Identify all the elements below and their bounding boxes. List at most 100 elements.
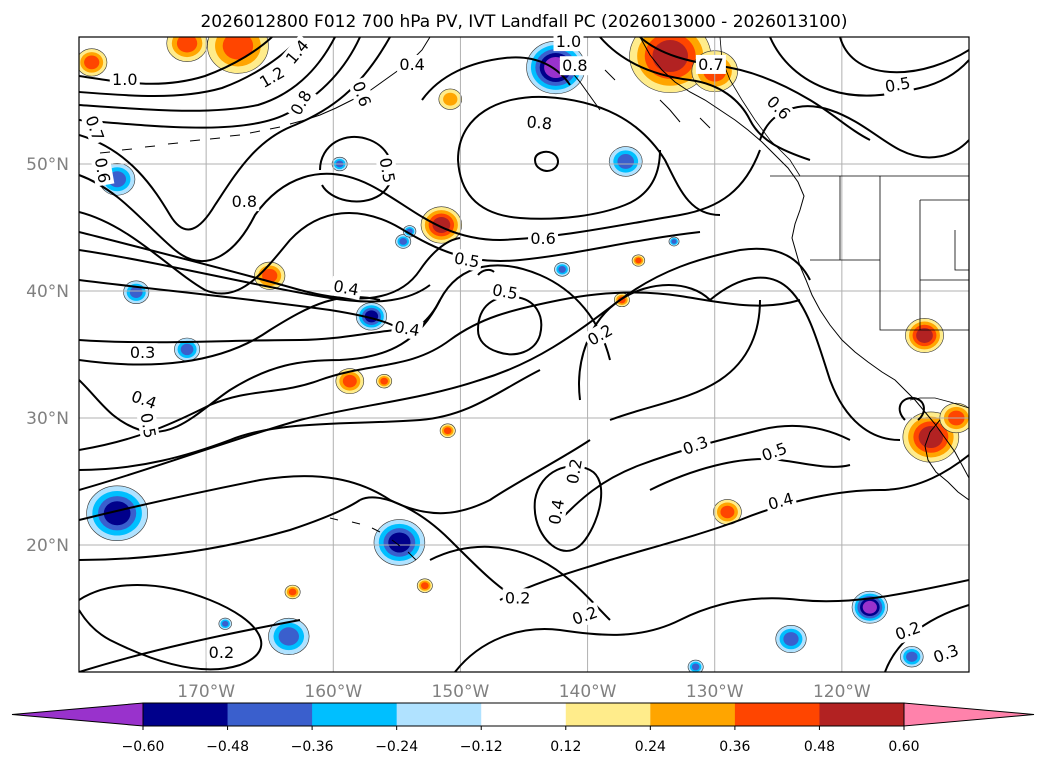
contour-line (578, 284, 711, 401)
latitude-tick-labels: 20°N 30°N 40°N 50°N (26, 155, 69, 556)
aleutian-islands (99, 119, 306, 154)
pv-anomaly-blob (775, 624, 807, 653)
anomaly-fill-level (180, 343, 194, 356)
contour-label-background (206, 642, 237, 662)
contour-label-background (502, 588, 533, 608)
contour-label-background (375, 153, 400, 187)
contour-label-text: 0.8 (232, 192, 257, 211)
contour-label-background (90, 153, 115, 187)
colorbar: −0.60 −0.48 −0.36 −0.24 −0.12 0.12 0.24 0.36 0.4… (11, 702, 1035, 755)
colorbar-segment (227, 703, 313, 726)
anomaly-fill-level (388, 532, 411, 553)
pv-anomaly-blob (254, 261, 286, 290)
anomaly-fill-level (916, 327, 933, 343)
contour-line (709, 276, 901, 441)
contour-label-background (678, 431, 713, 460)
contour-label-text: 0.2 (505, 588, 530, 607)
north-american-coastline (639, 37, 969, 479)
lat-tick-label: 40°N (26, 282, 69, 302)
contour-line (477, 268, 495, 276)
contour-label-background (881, 72, 915, 97)
pv-anomaly-blob (416, 578, 433, 593)
contour-line (609, 299, 761, 421)
contour-line (79, 291, 801, 451)
pv-anomaly-blob (900, 646, 924, 668)
alaska-panhandle-islands (559, 59, 711, 129)
contour-label-text: 0.5 (453, 248, 481, 271)
contour-label-background (285, 85, 317, 121)
contour-line (639, 37, 871, 141)
pv-anomaly-fill-layer (79, 37, 969, 672)
contour-line (421, 56, 571, 101)
contour-label-text: 1.0 (112, 70, 137, 89)
us-mexico-border (909, 397, 969, 409)
pv-anomaly-blob (373, 519, 426, 566)
lat-tick-label: 50°N (26, 155, 69, 175)
contour-line (457, 149, 661, 220)
contour-label-background (488, 279, 522, 304)
contour-label-text: 0.6 (91, 156, 114, 184)
anomaly-fill-level (278, 627, 299, 646)
contour-line (839, 37, 969, 74)
contour-line (429, 545, 611, 621)
pv-anomaly-blob (79, 48, 108, 77)
colorbar-tick-label: 0.60 (888, 739, 919, 755)
contour-line (359, 496, 521, 601)
pv-anomaly-blob (713, 499, 742, 525)
contour-label: 0.8 (523, 112, 556, 134)
contour-label-background (229, 192, 260, 212)
colorbar-extend-max (903, 702, 1035, 727)
contour-label: 0.2 (206, 642, 237, 662)
contour-line (79, 211, 701, 295)
contour-label-background (347, 76, 376, 112)
contour-label: 0.7 (695, 54, 726, 74)
pv-anomaly-blob (420, 206, 462, 244)
contour-label: 1.0 (109, 70, 140, 90)
anomaly-fill-level (380, 377, 388, 385)
contour-line (79, 329, 401, 344)
state-borders (810, 176, 969, 331)
contour-line (79, 295, 381, 366)
anomaly-fill-level (862, 600, 877, 614)
contour-label: 0.3 (127, 343, 158, 363)
lat-tick-label: 30°N (26, 409, 69, 429)
map-background (79, 37, 969, 672)
contour-line (457, 95, 721, 216)
contour-label-background (562, 454, 587, 488)
baja-california-coastline (924, 419, 969, 501)
contour-label: 0.6 (528, 228, 559, 248)
contour-label-text: 0.4 (332, 276, 360, 299)
anomaly-fill-level (652, 40, 689, 73)
lat-tick-label: 20°N (26, 536, 69, 556)
anomaly-fill-level (222, 37, 254, 60)
contour-label-text: 0.5 (376, 156, 399, 184)
contour-line (79, 149, 761, 262)
map-frame (78, 36, 970, 673)
anomaly-fill-level (103, 501, 131, 526)
contour-label-background (567, 601, 603, 630)
contour-label-background (756, 437, 792, 466)
colorbar-tick-label: −0.12 (460, 739, 503, 755)
contour-label-background (80, 110, 109, 146)
contour-label-background (528, 228, 559, 248)
anomaly-fill-level (720, 505, 735, 519)
anomaly-fill-level (129, 286, 143, 298)
pv-anomaly-blob (268, 617, 310, 656)
contour-label-text: 0.2 (563, 457, 586, 485)
contour-label-background (523, 112, 556, 134)
pv-anomaly-blob (402, 225, 417, 238)
contour-line (454, 579, 969, 672)
lon-tick-label: 170°W (177, 682, 235, 702)
contour-label: 0.8 (229, 192, 260, 212)
anomaly-fill-level (906, 651, 918, 662)
pv-anomaly-blob (438, 88, 462, 110)
pv-anomaly-blob (608, 146, 643, 177)
anomaly-fill-level (342, 374, 357, 388)
pv-anomaly-blob (851, 590, 888, 624)
pv-anomaly-blob (631, 254, 646, 267)
contour-label-background (136, 409, 161, 442)
pv-anomaly-blob (166, 37, 208, 62)
contour-label: 0.4 (126, 385, 162, 414)
contour-label-text: 0.4 (399, 55, 424, 74)
